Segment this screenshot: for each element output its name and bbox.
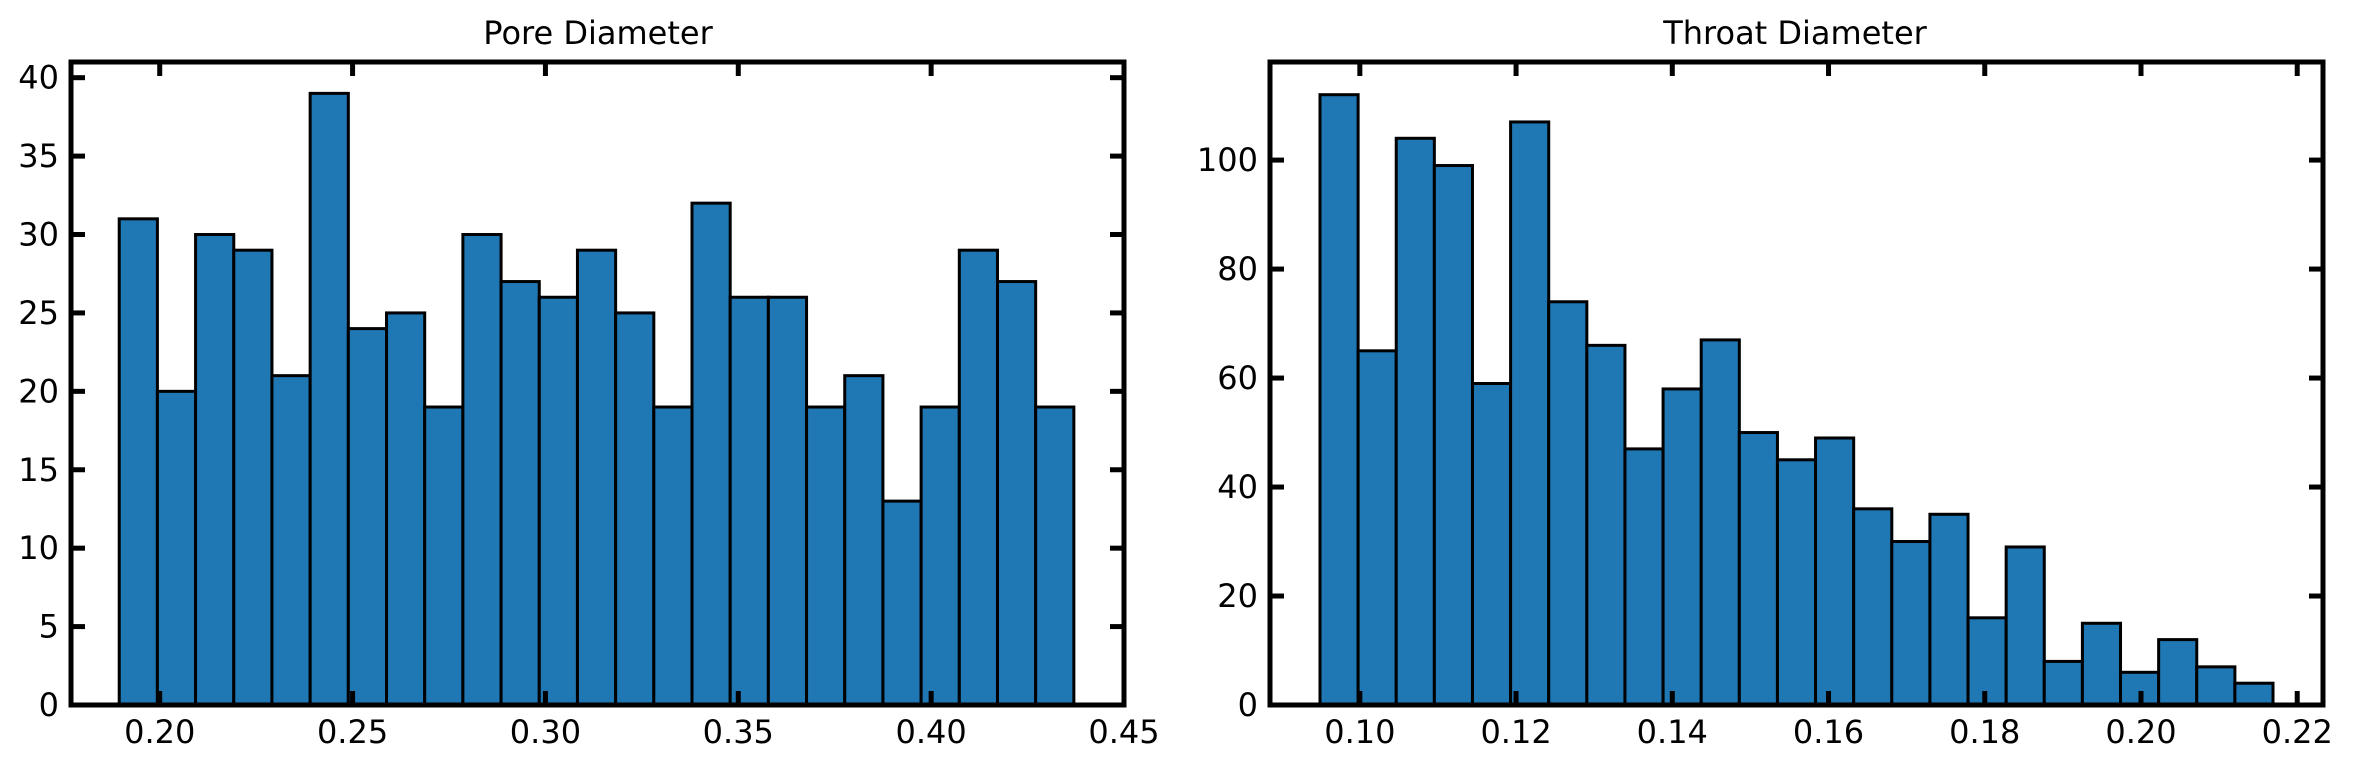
pore-diameter-bar	[117, 217, 159, 707]
throat-diameter-y-tick-label: 100	[1197, 141, 1258, 179]
pore-diameter-bar	[881, 499, 923, 707]
pore-diameter-bar	[194, 233, 236, 707]
pore-diameter-bars	[117, 91, 1076, 707]
pore-diameter-bar	[155, 389, 198, 707]
throat-diameter-bar	[2080, 621, 2123, 707]
throat-diameter-title: Throat Diameter	[1662, 14, 1927, 52]
throat-diameter-bar	[1470, 382, 1513, 707]
throat-diameter-bar	[2233, 681, 2275, 707]
throat-diameter-y-tick-label: 40	[1217, 468, 1258, 506]
pore-diameter-bar	[385, 311, 427, 707]
pore-diameter-y-tick-label: 25	[18, 294, 59, 332]
pore-diameter-bar	[270, 374, 312, 707]
pore-diameter-y-tick-label: 35	[18, 137, 59, 175]
pore-diameter-y-tick-label: 10	[18, 529, 59, 567]
pore-diameter-x-tick-label: 0.30	[510, 713, 581, 751]
pore-diameter-bar	[499, 280, 541, 707]
pore-diameter-bar	[308, 91, 350, 707]
throat-diameter-bar	[2157, 638, 2199, 707]
throat-diameter-x-tick-label: 0.12	[1480, 713, 1551, 751]
pore-diameter-bar	[1034, 405, 1076, 707]
pore-diameter-y-tick-label: 30	[18, 216, 59, 254]
pore-diameter-bar	[232, 248, 274, 707]
pore-diameter-y-tick-label: 15	[18, 451, 59, 489]
throat-diameter-bar	[1432, 164, 1474, 707]
pore-diameter-bar	[690, 201, 732, 707]
throat-diameter-bars	[1318, 93, 2275, 707]
pore-diameter-bar	[728, 295, 770, 707]
pore-diameter-bar	[766, 295, 809, 707]
pore-diameter-bar	[614, 311, 656, 707]
throat-diameter-x-tick-label: 0.20	[2105, 713, 2176, 751]
throat-diameter-bar	[1661, 387, 1703, 707]
throat-diameter-bar	[1814, 436, 1856, 707]
pore-diameter-bar	[575, 248, 618, 707]
pore-diameter-bar	[805, 405, 847, 707]
throat-diameter-bar	[1737, 431, 1779, 707]
pore-diameter-bar	[652, 405, 694, 707]
throat-diameter-x-tick-label: 0.10	[1324, 713, 1395, 751]
throat-diameter-bar	[1928, 512, 1970, 707]
throat-diameter-bar	[1585, 343, 1627, 707]
throat-diameter-bar	[1699, 338, 1741, 707]
throat-diameter-y-tick-label: 60	[1217, 359, 1258, 397]
pore-diameter-plot-frame	[68, 59, 1127, 708]
throat-diameter-bar	[1890, 540, 1932, 707]
pore-diameter-x-tick-label: 0.40	[896, 713, 967, 751]
pore-diameter-bar	[537, 295, 579, 707]
throat-diameter-x-tick-label: 0.16	[1793, 713, 1864, 751]
throat-diameter-x-tick-label: 0.18	[1949, 713, 2020, 751]
pore-diameter-y-tick-label: 0	[39, 686, 59, 724]
pore-diameter-bar	[843, 374, 885, 707]
pore-diameter-x-tick-label: 0.35	[703, 713, 774, 751]
throat-diameter-bar	[2195, 665, 2237, 707]
pore-diameter-bar	[346, 327, 389, 707]
throat-diameter-histogram: Throat Diameter 0.10 0.12 0.14 0.16 0.18 0.20…	[1197, 14, 2333, 751]
throat-diameter-y-tick-label: 0	[1238, 686, 1258, 724]
pore-diameter-bar	[995, 280, 1038, 707]
pore-diameter-x-tick-label: 0.45	[1088, 713, 1159, 751]
throat-diameter-bar	[2042, 659, 2084, 707]
pore-diameter-x-tick-label: 0.25	[317, 713, 388, 751]
throat-diameter-bar	[1623, 447, 1665, 707]
throat-diameter-plot-frame	[1267, 59, 2326, 708]
pore-diameter-y-tick-label: 40	[18, 59, 59, 97]
throat-diameter-bar	[1775, 458, 1818, 707]
throat-diameter-bar	[1356, 349, 1398, 707]
throat-diameter-x-tick-label: 0.22	[2262, 713, 2333, 751]
pore-diameter-bar	[919, 405, 961, 707]
pore-diameter-x-tick-label: 0.20	[124, 713, 195, 751]
throat-diameter-bar	[1394, 136, 1436, 707]
pore-diameter-axis-ticks: 0.20 0.25 0.30 0.35 0.40 0.45 0 5 10 15 20 25 30 35 40	[18, 59, 1159, 751]
throat-diameter-bar	[2004, 545, 2046, 707]
pore-diameter-title: Pore Diameter	[483, 14, 713, 52]
throat-diameter-y-tick-label: 20	[1217, 577, 1258, 615]
pore-diameter-y-tick-label: 5	[39, 608, 59, 646]
throat-diameter-y-tick-label: 80	[1217, 250, 1258, 288]
pore-diameter-histogram: Pore Diameter 0.20 0.25 0.30 0.35 0.40 0.45 0 5…	[18, 14, 1159, 751]
throat-diameter-bar	[1547, 300, 1589, 707]
pore-diameter-bar	[423, 405, 465, 707]
throat-diameter-bar	[1509, 120, 1551, 707]
throat-diameter-x-tick-label: 0.14	[1637, 713, 1708, 751]
throat-diameter-bar	[1318, 93, 1360, 707]
throat-diameter-bar	[1852, 507, 1894, 707]
pore-diameter-y-tick-label: 20	[18, 372, 59, 410]
pore-diameter-bar	[957, 248, 999, 707]
pore-diameter-bar	[461, 233, 503, 707]
